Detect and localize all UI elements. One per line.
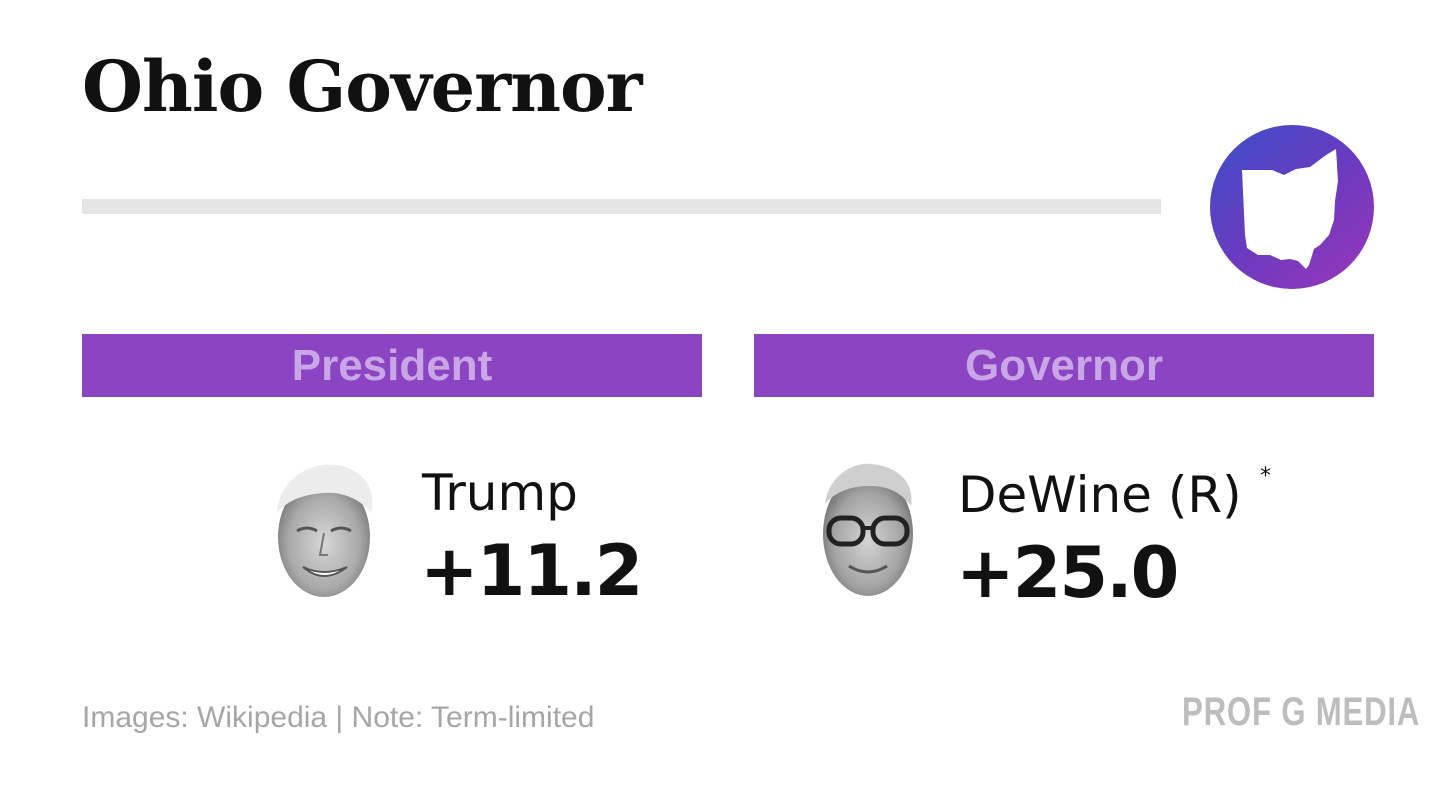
president-candidate-name: Trump bbox=[422, 464, 578, 522]
term-limited-asterisk: * bbox=[1260, 464, 1271, 489]
governor-candidate-name: DeWine (R) bbox=[958, 466, 1242, 524]
page-title: Ohio Governor bbox=[82, 45, 643, 128]
president-margin: +11.2 bbox=[420, 530, 643, 612]
title-divider bbox=[82, 199, 1161, 214]
governor-margin: +25.0 bbox=[956, 532, 1179, 614]
president-header: President bbox=[82, 334, 702, 397]
trump-portrait bbox=[271, 461, 377, 599]
brand-logo: PROF G MEDIA bbox=[1182, 690, 1421, 734]
governor-header: Governor bbox=[754, 334, 1374, 397]
dewine-portrait bbox=[815, 460, 921, 598]
governor-header-label: Governor bbox=[964, 340, 1164, 390]
footnote: Images: Wikipedia | Note: Term-limited bbox=[82, 701, 595, 734]
ohio-state-icon bbox=[1242, 149, 1338, 269]
president-header-label: President bbox=[291, 340, 493, 390]
state-badge bbox=[1210, 125, 1374, 289]
